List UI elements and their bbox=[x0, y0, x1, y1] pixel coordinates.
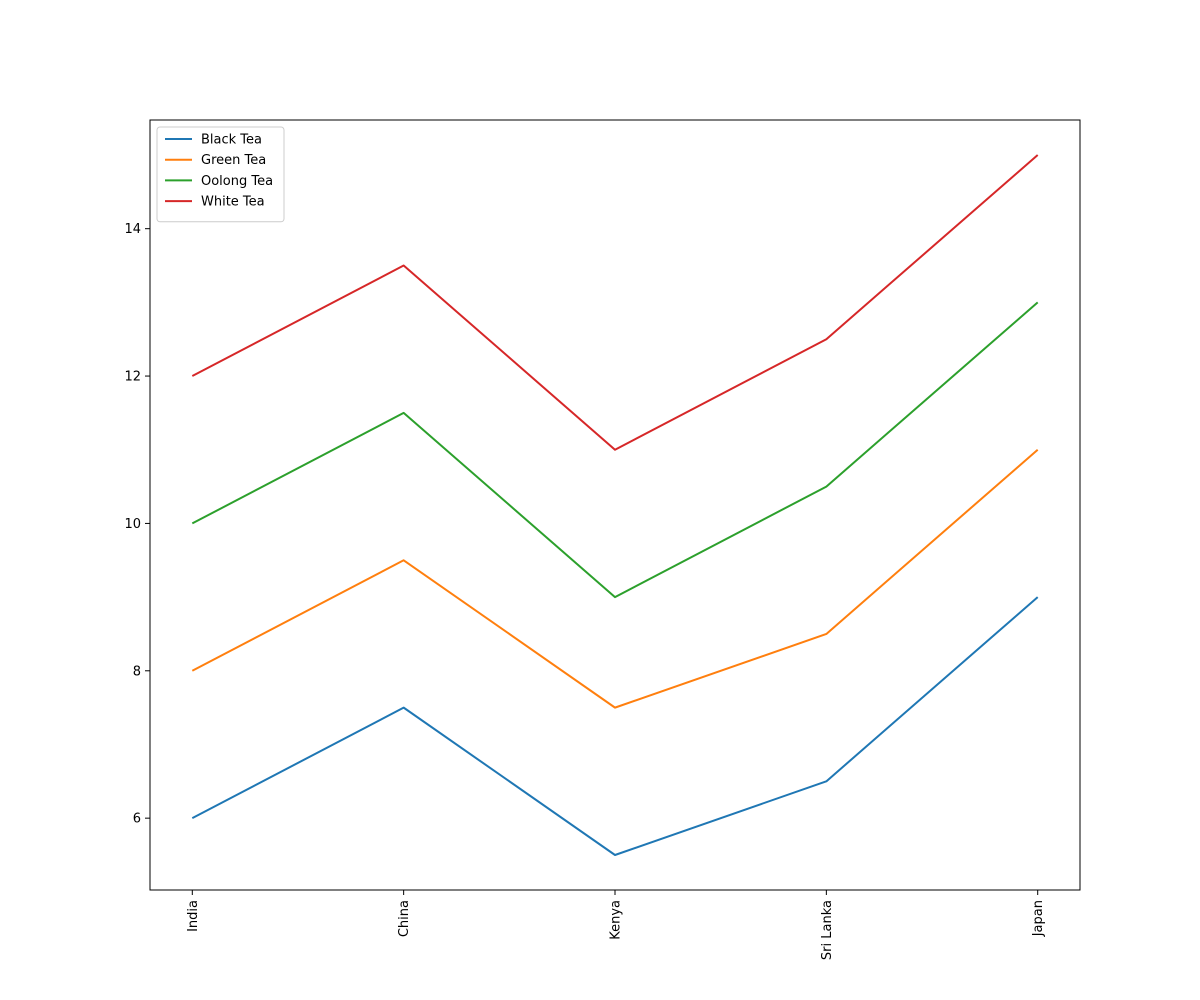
x-axis: India China Kenya Sri Lanka Japan bbox=[186, 890, 1046, 960]
series-line-white-tea bbox=[191, 154, 1039, 451]
series-line-green-tea bbox=[191, 448, 1039, 709]
legend-box bbox=[156, 126, 285, 223]
y-tick-label: 12 bbox=[124, 370, 141, 385]
legend: Black Tea Green Tea Oolong Tea White Tea bbox=[156, 126, 285, 223]
legend-label: White Tea bbox=[201, 195, 265, 210]
y-tick-label: 10 bbox=[124, 517, 141, 532]
series-line-oolong-tea bbox=[191, 301, 1039, 599]
x-tick-label: Japan bbox=[1031, 900, 1046, 937]
x-tick-label: Kenya bbox=[609, 900, 624, 940]
legend-label: Oolong Tea bbox=[201, 174, 273, 189]
x-tick-label: India bbox=[186, 900, 201, 932]
y-tick-label: 8 bbox=[133, 664, 141, 679]
series-layer bbox=[191, 154, 1039, 856]
x-tick-label: China bbox=[397, 900, 412, 937]
y-axis: 6 8 10 12 14 bbox=[124, 222, 150, 827]
y-tick-label: 14 bbox=[124, 222, 141, 237]
series-line-black-tea bbox=[191, 596, 1039, 856]
legend-label: Green Tea bbox=[201, 153, 266, 168]
y-tick-label: 6 bbox=[133, 812, 141, 827]
x-tick-label: Sri Lanka bbox=[820, 900, 835, 960]
legend-label: Black Tea bbox=[201, 133, 262, 148]
